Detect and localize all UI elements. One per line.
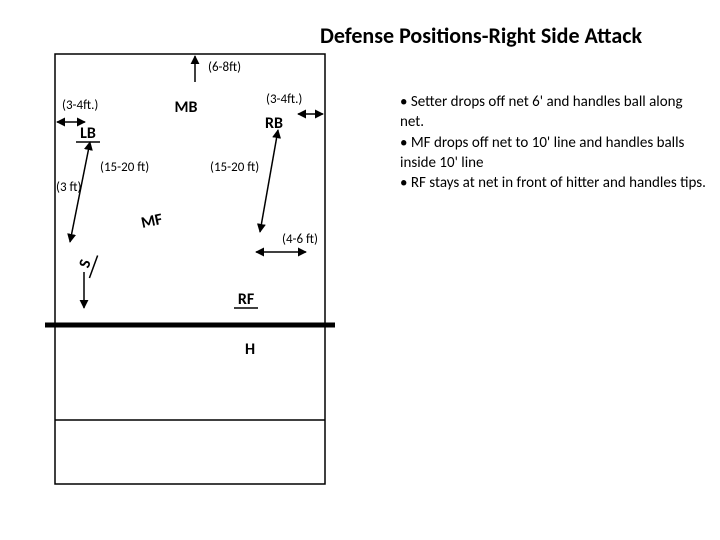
pos-RF: RF [234,290,258,309]
arrow-rightDiag [260,130,278,232]
pos-S: S [72,249,98,278]
bullet-line: • RF stays at net in front of hitter and… [400,173,710,193]
bullet-line: • MF drops off net to 10' line and handl… [400,133,710,174]
page-title: Defense Positions-Right Side Attack [320,22,642,49]
dim-rf_4_6: (4-6 ft) [282,232,318,247]
svg-text:RF: RF [238,290,254,309]
svg-text:RB: RB [265,114,283,133]
pos-RB: RB [265,114,283,133]
dim-l_15_20: (15-20 ft) [100,160,149,175]
svg-text:LB: LB [80,124,96,143]
dim-l_3ft: (3 ft) [56,180,81,195]
svg-text:MB: MB [175,98,198,117]
bullet-line: • Setter drops off net 6' and handles ba… [400,92,710,133]
pos-LB: LB [76,124,100,143]
explanation-bullets: • Setter drops off net 6' and handles ba… [400,92,710,193]
pos-MF: MF [139,210,164,233]
pos-MB: MB [175,98,198,117]
dim-rb_3_4: (3-4ft.) [266,92,302,107]
pos-H: H [245,340,255,359]
svg-text:MF: MF [139,210,164,233]
dim-r_15_20: (15-20 ft) [210,160,259,175]
dim-lb_3_4: (3-4ft.) [62,98,98,113]
svg-text:H: H [245,340,255,359]
dim-top_6_8: (6-8ft) [208,60,241,75]
